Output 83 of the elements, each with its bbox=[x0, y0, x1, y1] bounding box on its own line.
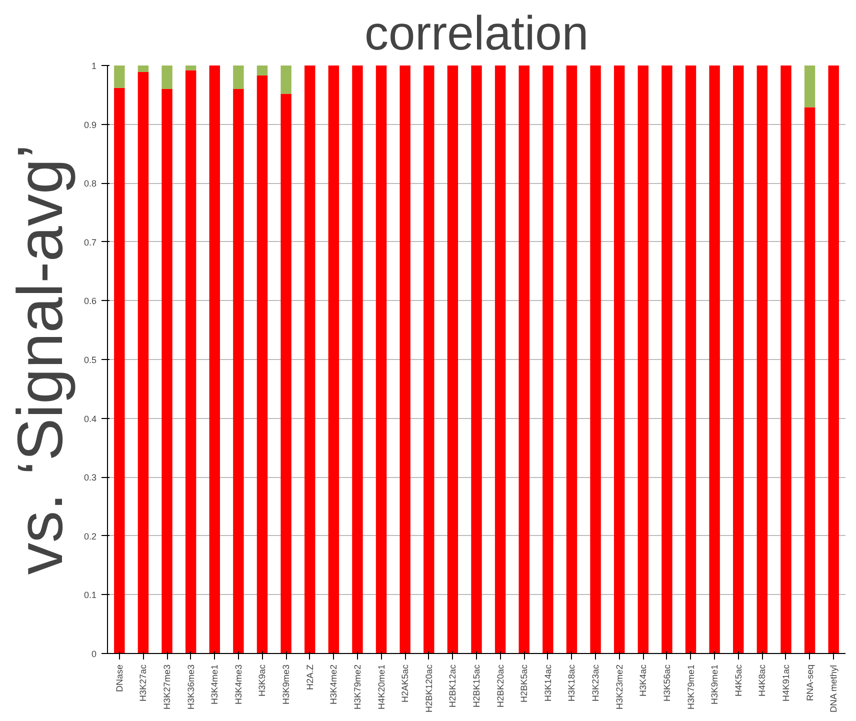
bar bbox=[328, 66, 340, 654]
bar bbox=[733, 66, 744, 654]
bar bbox=[114, 88, 125, 654]
x-tick-label: DNA methyl bbox=[828, 664, 839, 713]
x-tick-label: H3K27me3 bbox=[162, 664, 172, 710]
bar bbox=[138, 72, 149, 654]
bar bbox=[185, 70, 196, 654]
x-tick-label: H3K36me3 bbox=[186, 664, 196, 710]
bar bbox=[590, 66, 601, 654]
bar bbox=[756, 66, 768, 654]
x-tick-label: H3K23ac bbox=[590, 664, 601, 702]
x-tick-label: H2A.Z bbox=[304, 664, 315, 690]
bar bbox=[256, 66, 268, 76]
x-tick-label: H3K27ac bbox=[138, 664, 148, 702]
y-tick-label: 0 bbox=[91, 649, 97, 659]
bar bbox=[352, 66, 363, 654]
x-tick-label: H3K79me1 bbox=[686, 664, 696, 710]
x-tick-label: H3K56ac bbox=[662, 664, 672, 702]
x-tick-label: H3K4me3 bbox=[233, 664, 244, 705]
x-tick-label: H4K5ac bbox=[733, 664, 744, 697]
bar bbox=[494, 66, 506, 654]
bar bbox=[780, 66, 792, 654]
bar bbox=[804, 107, 816, 654]
bar bbox=[185, 66, 196, 70]
bar bbox=[114, 66, 125, 88]
x-tick-label: H3K4me2 bbox=[328, 664, 339, 705]
x-tick-label: H2BK120ac bbox=[424, 664, 434, 713]
bar bbox=[638, 66, 648, 654]
x-tick-label: H3K23me2 bbox=[614, 664, 624, 710]
x-tick-label: H2BK5ac bbox=[519, 664, 530, 703]
bar bbox=[233, 89, 244, 654]
bar bbox=[662, 66, 672, 654]
bar bbox=[376, 66, 387, 654]
bar bbox=[828, 66, 839, 654]
x-tick-label: DNase bbox=[114, 664, 124, 692]
x-tick-label: H3K14ac bbox=[542, 664, 553, 702]
x-tick-label: H4K91ac bbox=[780, 664, 791, 702]
bar bbox=[209, 66, 220, 654]
bar bbox=[256, 75, 268, 654]
bar bbox=[804, 66, 816, 108]
x-tick-label: H4K20me1 bbox=[376, 664, 386, 710]
bar bbox=[566, 66, 578, 654]
bar bbox=[280, 66, 292, 94]
x-tick-label: H2BK12ac bbox=[448, 664, 458, 708]
x-tick-label: H3K18ac bbox=[566, 664, 577, 702]
y-tick-label: 0.9 bbox=[84, 120, 97, 130]
x-tick-label: H2BK15ac bbox=[472, 664, 482, 708]
y-tick-label: 0.7 bbox=[84, 237, 97, 248]
y-tick-label: 0.4 bbox=[84, 414, 97, 424]
x-tick-label: H3K9ac bbox=[257, 664, 268, 697]
y-tick-label: 0.8 bbox=[84, 178, 97, 189]
bar bbox=[138, 66, 149, 72]
bar bbox=[614, 66, 625, 654]
bar bbox=[400, 66, 410, 654]
chart-title: correlation bbox=[364, 8, 589, 60]
bar bbox=[280, 94, 292, 654]
bar bbox=[162, 89, 172, 654]
bar bbox=[518, 66, 530, 654]
bar bbox=[447, 66, 458, 654]
x-tick-label: H4K8ac bbox=[757, 664, 768, 697]
y-tick-label: 1 bbox=[91, 61, 97, 71]
bar bbox=[424, 66, 434, 654]
x-tick-label: H3K9me3 bbox=[281, 664, 292, 705]
bar bbox=[471, 66, 482, 654]
x-tick-label: H2BK20ac bbox=[495, 664, 506, 708]
x-tick-label: RNA-seq bbox=[804, 664, 815, 702]
bar bbox=[709, 66, 720, 654]
x-tick-label: H2AK5ac bbox=[400, 664, 410, 703]
x-tick-label: H3K79me2 bbox=[352, 664, 362, 710]
bar bbox=[685, 66, 696, 654]
bar bbox=[162, 66, 172, 90]
x-tick-label: H3K9me1 bbox=[710, 664, 720, 705]
y-tick-label: 0.5 bbox=[84, 355, 97, 365]
bar bbox=[233, 66, 244, 90]
y-tick-label: 0.2 bbox=[84, 531, 97, 542]
y-tick-label: 0.6 bbox=[84, 296, 97, 306]
x-tick-label: H3K4ac bbox=[638, 664, 648, 697]
y-axis-title: vs. ‘Signal-avg’ bbox=[4, 144, 76, 575]
y-tick-label: 0.3 bbox=[84, 472, 97, 483]
x-tick-label: H3K4me1 bbox=[210, 664, 220, 705]
bar bbox=[542, 66, 554, 654]
bar bbox=[304, 66, 316, 654]
y-tick-label: 0.1 bbox=[84, 590, 97, 600]
